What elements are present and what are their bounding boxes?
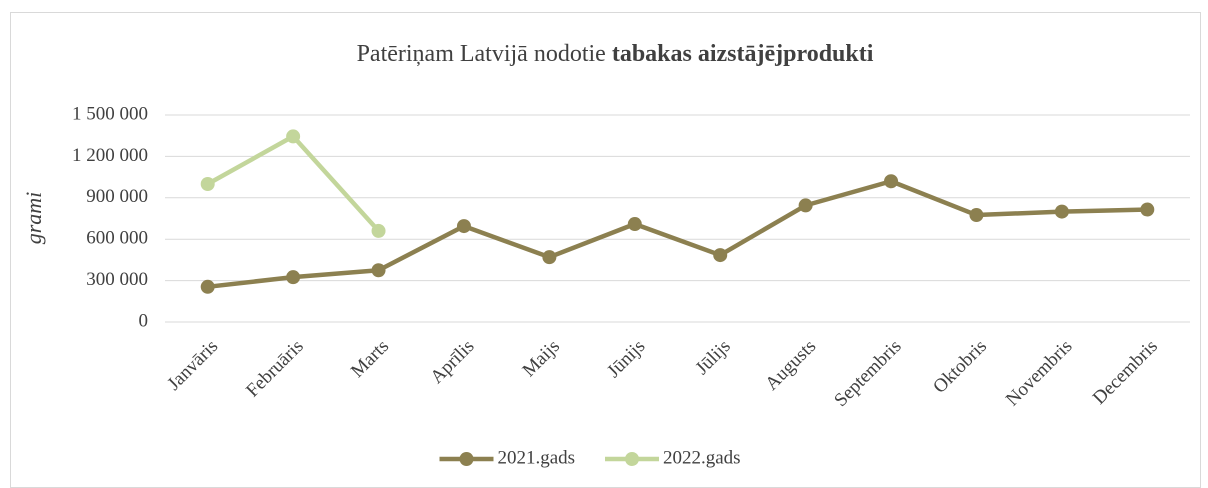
y-tick-label: 900 000 [86, 186, 148, 207]
marker [627, 217, 642, 232]
marker [286, 129, 301, 144]
y-axis-label: grami [21, 192, 46, 245]
title-part: tabakas aizstājējprodukti [612, 41, 874, 67]
y-tick-label: 0 [139, 310, 149, 331]
legend-label: 2022.gads [663, 447, 741, 468]
legend-label: 2021.gads [498, 447, 576, 468]
line [207, 178, 1148, 290]
marker [1054, 204, 1069, 219]
y-tick-label: 1 200 000 [72, 145, 148, 166]
marker [542, 250, 557, 265]
marker [456, 219, 471, 234]
y-tick-label: 1 500 000 [72, 103, 148, 124]
chart-title: Patēriņam Latvijā nodotie tabakas aizstā… [357, 41, 874, 67]
marker [371, 223, 386, 238]
marker [200, 177, 215, 191]
marker [798, 198, 813, 213]
marker [969, 208, 984, 223]
marker [371, 263, 386, 278]
y-tick-label: 600 000 [86, 228, 148, 249]
y-tick-label: 300 000 [86, 269, 148, 290]
marker [286, 270, 301, 285]
chart-border [10, 12, 1201, 488]
marker [713, 248, 728, 263]
marker [1140, 202, 1155, 217]
marker [200, 279, 215, 294]
title-part: Patēriņam Latvijā nodotie [357, 41, 606, 67]
marker [884, 174, 899, 189]
legend-marker [459, 452, 474, 466]
legend-marker [625, 452, 639, 466]
